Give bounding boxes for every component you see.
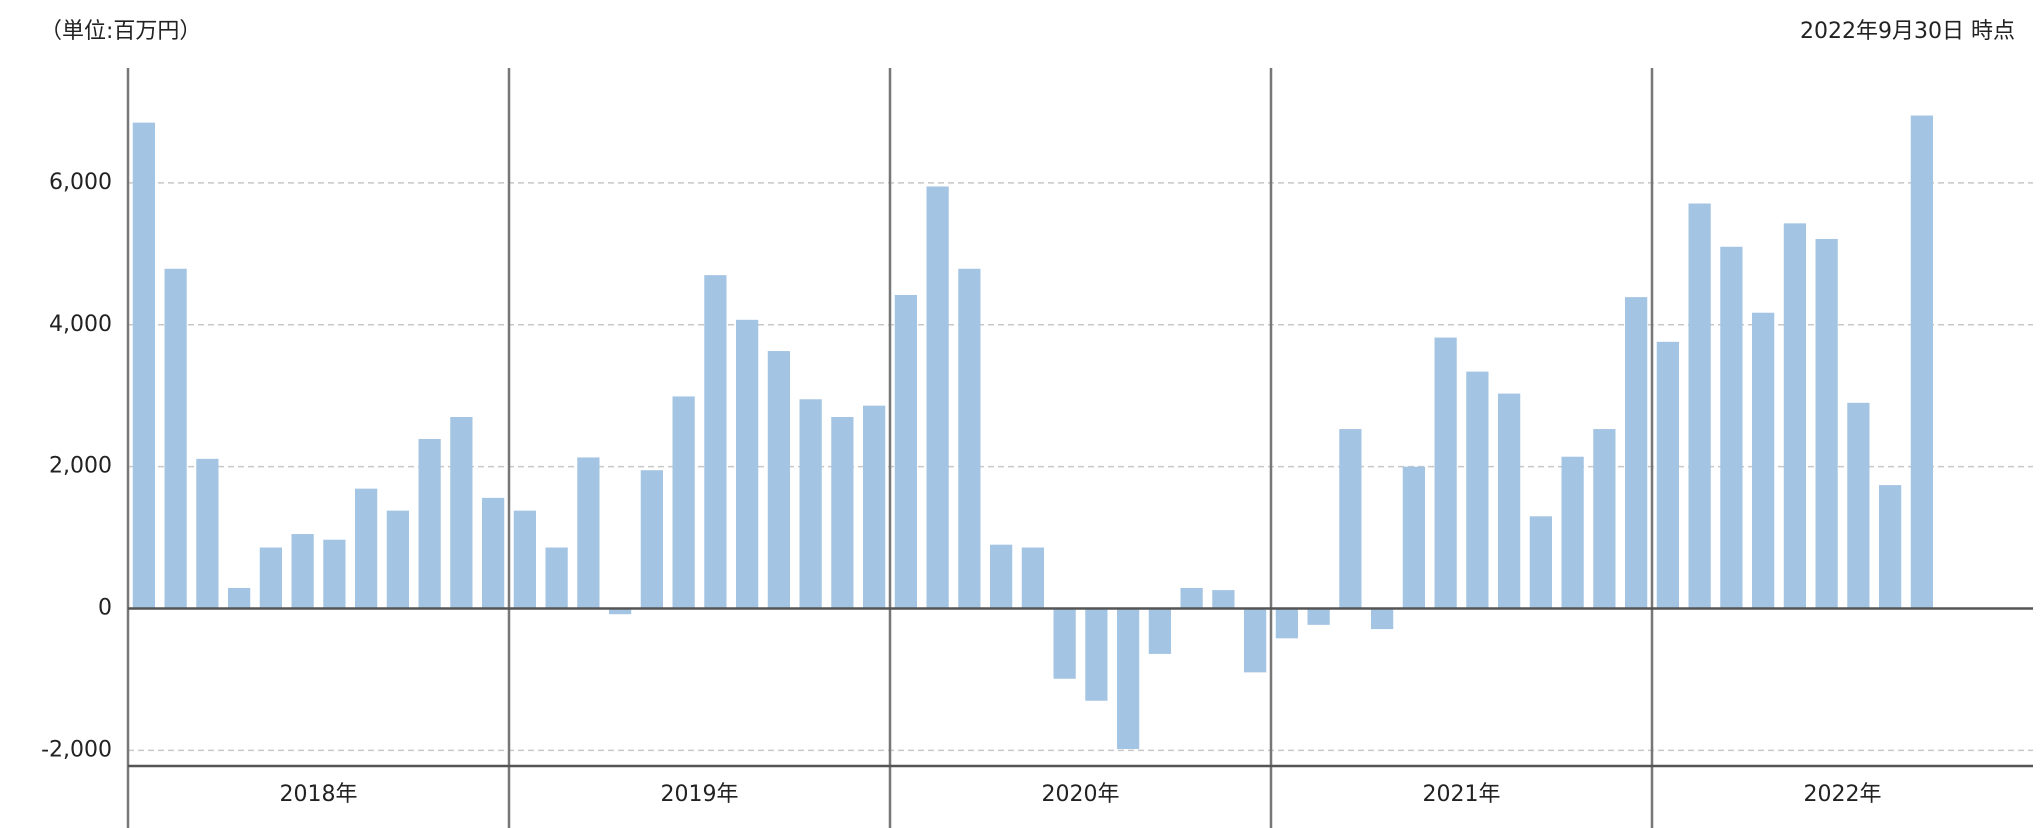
bar xyxy=(196,458,219,609)
bar xyxy=(1815,238,1838,609)
bar xyxy=(132,122,155,609)
year-label: 2021年 xyxy=(1423,782,1501,807)
bar xyxy=(1752,312,1775,609)
bar xyxy=(577,457,600,609)
year-label: 2018年 xyxy=(280,782,358,807)
bar xyxy=(1021,547,1044,609)
bar xyxy=(545,547,568,609)
bar xyxy=(1117,608,1140,749)
bar xyxy=(1561,456,1584,609)
bar xyxy=(990,544,1013,609)
bar xyxy=(164,268,187,609)
bar xyxy=(1244,608,1267,673)
bar xyxy=(1180,587,1203,609)
bar xyxy=(1656,341,1679,609)
y-tick-label: 2,000 xyxy=(49,454,112,479)
bar xyxy=(1879,485,1902,609)
bar xyxy=(831,417,854,609)
bar xyxy=(482,497,505,609)
bar xyxy=(704,275,727,609)
bar xyxy=(1529,516,1552,609)
bar xyxy=(418,438,441,609)
y-tick-label: 0 xyxy=(98,596,112,621)
bar xyxy=(1910,115,1933,609)
bar xyxy=(672,396,695,609)
bar xyxy=(1593,429,1616,609)
bar xyxy=(513,510,536,609)
bar xyxy=(355,488,378,609)
bar xyxy=(1371,608,1394,630)
bar xyxy=(1498,393,1521,609)
bar xyxy=(1847,402,1870,609)
bar xyxy=(1688,203,1711,609)
unit-note: （単位:百万円） xyxy=(40,19,201,44)
bar xyxy=(640,470,663,609)
bar xyxy=(926,186,949,609)
bar xyxy=(1625,297,1648,609)
bar xyxy=(1085,608,1108,701)
bar xyxy=(609,608,632,615)
year-label: 2019年 xyxy=(661,782,739,807)
y-tick-label: 4,000 xyxy=(49,312,112,337)
year-label: 2022年 xyxy=(1804,782,1882,807)
year-label: 2020年 xyxy=(1042,782,1120,807)
bar xyxy=(894,294,917,609)
bar xyxy=(1720,246,1743,609)
bar xyxy=(736,319,759,609)
bar xyxy=(863,405,886,609)
bar xyxy=(1053,608,1076,679)
bar xyxy=(1434,337,1457,609)
y-tick-label: 6,000 xyxy=(49,170,112,195)
bar xyxy=(1466,371,1489,609)
bar xyxy=(323,539,346,609)
as-of-date: 2022年9月30日 時点 xyxy=(1800,19,2015,44)
bar xyxy=(259,547,282,609)
bar xyxy=(1212,590,1235,609)
bar xyxy=(1148,608,1171,654)
bar xyxy=(386,510,409,609)
bar xyxy=(450,417,473,609)
bar xyxy=(958,268,981,609)
bar xyxy=(1275,608,1298,639)
bar xyxy=(1783,223,1806,609)
bar xyxy=(767,351,790,609)
bar xyxy=(1307,608,1330,625)
y-tick-label: -2,000 xyxy=(41,737,112,762)
bar xyxy=(1339,429,1362,609)
bar xyxy=(291,534,314,609)
bar xyxy=(799,399,822,609)
bar xyxy=(228,587,251,609)
bar xyxy=(1402,466,1425,609)
